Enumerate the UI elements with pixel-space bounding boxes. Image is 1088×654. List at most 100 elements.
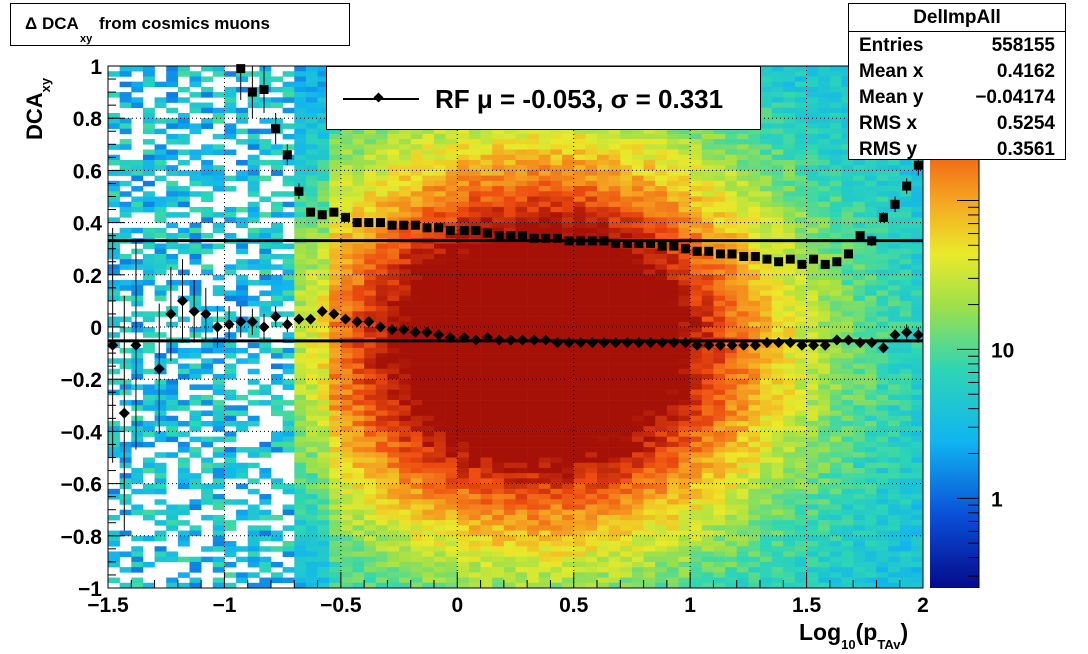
heatmap-cell xyxy=(748,133,761,140)
heatmap-cell xyxy=(247,212,260,218)
heatmap-cell xyxy=(340,342,353,349)
heatmap-cell xyxy=(538,175,551,182)
heatmap-cell xyxy=(620,253,633,260)
heatmap-cell xyxy=(620,400,633,406)
heatmap-cell xyxy=(422,144,435,150)
heatmap-cell xyxy=(643,159,656,166)
heatmap-cell xyxy=(434,175,446,182)
heatmap-cell xyxy=(340,530,353,537)
heatmap-cell xyxy=(468,384,481,390)
heatmap-cell xyxy=(515,133,528,140)
heatmap-cell xyxy=(410,201,423,208)
heatmap-cell xyxy=(247,358,260,364)
heatmap-cell xyxy=(399,358,412,364)
heatmap-cell xyxy=(725,405,738,411)
heatmap-cell xyxy=(119,358,132,364)
heatmap-cell xyxy=(725,300,738,307)
heatmap-cell xyxy=(573,373,586,380)
heatmap-cell xyxy=(445,582,458,588)
heatmap-cell xyxy=(422,525,435,531)
heatmap-cell xyxy=(713,353,726,359)
heatmap-cell xyxy=(748,274,761,281)
heatmap-cell xyxy=(399,488,412,495)
heatmap-cell xyxy=(305,285,318,291)
heatmap-cell xyxy=(434,347,446,354)
heatmap-cell xyxy=(387,233,400,239)
heatmap-cell xyxy=(736,285,749,291)
heatmap-cell xyxy=(550,462,563,469)
heatmap-cell xyxy=(725,353,738,359)
heatmap-cell xyxy=(760,447,772,453)
heatmap-cell xyxy=(410,447,423,453)
heatmap-cell xyxy=(305,76,318,82)
heatmap-cell xyxy=(294,525,307,531)
heatmap-cell xyxy=(503,321,516,328)
heatmap-cell xyxy=(631,473,644,479)
heatmap-cell xyxy=(399,410,412,417)
heatmap-cell xyxy=(573,133,586,140)
heatmap-cell xyxy=(119,316,132,323)
heatmap-cell xyxy=(352,379,365,385)
heatmap-cell xyxy=(725,561,738,568)
heatmap-cell xyxy=(166,243,179,249)
heatmap-cell xyxy=(201,342,214,349)
heatmap-cell xyxy=(108,118,120,124)
heatmap-cell xyxy=(387,321,400,328)
heatmap-cell xyxy=(317,551,330,557)
heatmap-cell xyxy=(503,206,516,213)
heatmap-cell xyxy=(480,431,493,437)
heatmap-cell xyxy=(771,123,784,129)
heatmap-cell xyxy=(597,128,609,135)
heatmap-cell xyxy=(410,316,423,323)
heatmap-cell xyxy=(643,561,656,568)
heatmap-cell xyxy=(527,405,540,411)
heatmap-cell xyxy=(515,447,528,453)
heatmap-cell xyxy=(271,76,283,82)
heatmap-cell xyxy=(340,300,353,307)
heatmap-cell xyxy=(282,107,295,114)
heatmap-cell xyxy=(399,175,412,182)
heatmap-cell xyxy=(643,488,656,495)
heatmap-cell xyxy=(597,243,609,249)
heatmap-cell xyxy=(352,541,365,547)
heatmap-cell xyxy=(736,514,749,521)
heatmap-cell xyxy=(631,389,644,396)
heatmap-cell xyxy=(515,159,528,166)
heatmap-cell xyxy=(643,410,656,417)
heatmap-cell xyxy=(550,243,563,249)
heatmap-cell xyxy=(760,368,772,375)
heatmap-cell xyxy=(585,410,598,417)
heatmap-cell xyxy=(108,269,120,276)
heatmap-cell xyxy=(760,81,772,88)
heatmap-cell xyxy=(492,441,505,448)
heatmap-cell xyxy=(294,431,307,437)
heatmap-cell xyxy=(340,363,353,370)
heatmap-cell xyxy=(760,311,772,317)
heatmap-cell xyxy=(317,285,330,291)
heatmap-cell xyxy=(259,567,272,573)
heatmap-cell xyxy=(259,259,272,265)
heatmap-cell xyxy=(329,248,342,255)
heatmap-cell xyxy=(305,165,318,171)
heatmap-cell xyxy=(748,405,761,411)
heatmap-cell xyxy=(108,243,120,249)
heatmap-cell xyxy=(119,92,132,98)
heatmap-cell xyxy=(550,520,563,526)
heatmap-cell xyxy=(701,499,714,505)
heatmap-cell xyxy=(422,494,435,500)
heatmap-cell xyxy=(294,582,307,588)
heatmap-cell xyxy=(375,280,388,286)
heatmap-cell xyxy=(736,405,749,411)
heatmap-cell xyxy=(655,514,668,521)
heatmap-cell xyxy=(538,290,551,296)
heatmap-cell xyxy=(538,535,551,542)
heatmap-cell xyxy=(503,431,516,437)
heatmap-cell xyxy=(177,441,190,448)
heatmap-cell xyxy=(748,280,761,286)
heatmap-cell xyxy=(771,118,784,124)
heatmap-cell xyxy=(119,400,132,406)
heatmap-cell xyxy=(166,431,179,437)
heatmap-cell xyxy=(201,306,214,312)
heatmap-cell xyxy=(457,535,470,542)
heatmap-cell xyxy=(247,525,260,531)
